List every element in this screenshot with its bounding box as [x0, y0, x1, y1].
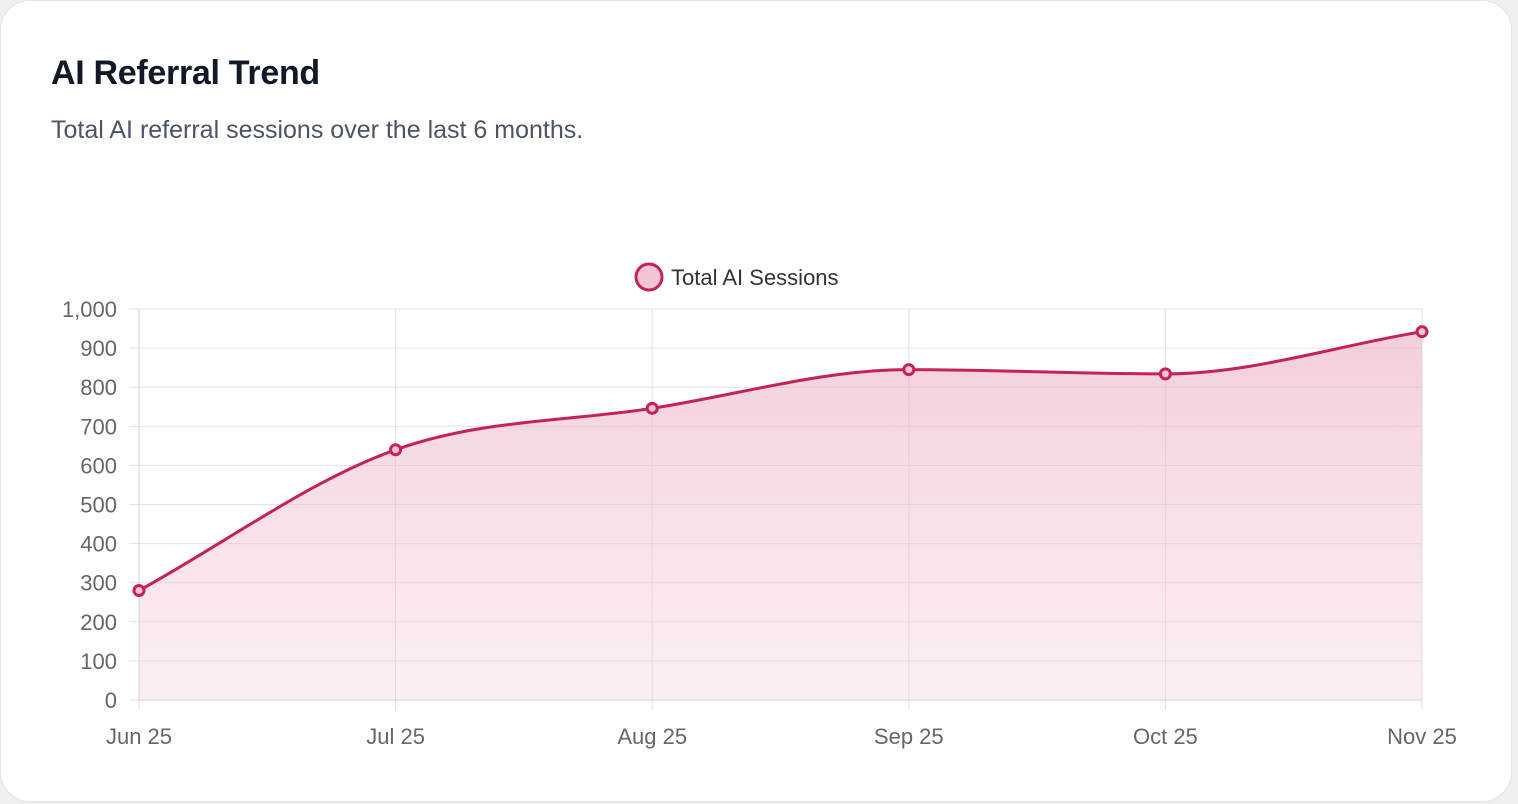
y-tick-label: 1,000 — [62, 297, 117, 322]
y-tick-label: 500 — [80, 493, 117, 518]
card-subtitle: Total AI referral sessions over the last… — [51, 116, 584, 144]
y-axis-ticks: 0 100 200 300 400 500 600 700 800 900 1,000 — [62, 297, 117, 713]
y-tick-label: 100 — [80, 649, 117, 674]
x-axis-ticks: Jun 25 Jul 25 Aug 25 Sep 25 Oct 25 Nov 25 — [106, 724, 1457, 749]
data-point[interactable] — [645, 401, 659, 415]
y-tick-label: 800 — [80, 375, 117, 400]
data-point[interactable] — [1415, 325, 1429, 339]
y-tick-label: 300 — [80, 571, 117, 596]
sessions-line — [138, 330, 1423, 592]
y-tick-label: 900 — [80, 336, 117, 361]
y-tick-label: 700 — [80, 414, 117, 439]
x-tick-label: Sep 25 — [874, 724, 944, 749]
data-point[interactable] — [132, 584, 146, 598]
y-tick-label: 0 — [105, 688, 117, 713]
sessions-area-fill — [139, 331, 1422, 700]
y-tick-label: 400 — [80, 532, 117, 557]
legend-swatch-icon — [634, 262, 664, 292]
data-point[interactable] — [902, 363, 916, 377]
chart-legend[interactable]: Total AI Sessions — [634, 262, 839, 292]
y-tick-label: 600 — [80, 453, 117, 478]
x-tick-label: Aug 25 — [617, 724, 687, 749]
x-tick-label: Oct 25 — [1133, 724, 1198, 749]
data-point[interactable] — [1158, 367, 1172, 381]
card-title: AI Referral Trend — [51, 54, 320, 92]
x-tick-label: Jun 25 — [106, 724, 172, 749]
legend-label: Total AI Sessions — [671, 265, 839, 290]
x-tick-label: Nov 25 — [1387, 724, 1457, 749]
data-points — [132, 325, 1429, 598]
data-point[interactable] — [389, 443, 403, 457]
y-tick-label: 200 — [80, 610, 117, 635]
x-tick-label: Jul 25 — [366, 724, 425, 749]
